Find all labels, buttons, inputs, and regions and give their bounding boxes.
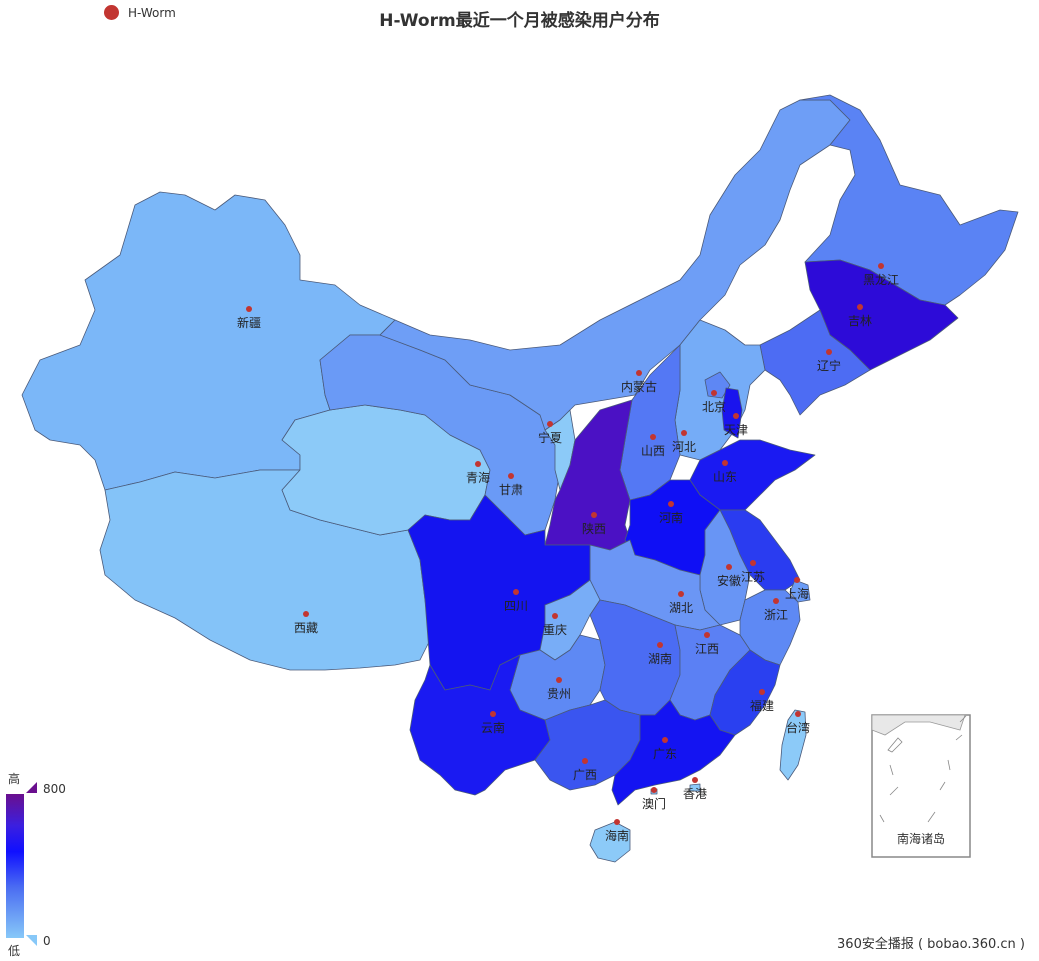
marker-福建[interactable] [759,689,765,695]
province-label-重庆: 重庆 [543,623,567,637]
province-label-四川: 四川 [504,599,528,613]
province-label-新疆: 新疆 [237,315,261,330]
province-label-澳门: 澳门 [642,796,666,811]
province-label-内蒙古: 内蒙古 [621,379,657,394]
marker-四川[interactable] [513,589,519,595]
province-label-广东: 广东 [653,747,677,761]
province-label-天津: 天津 [724,423,748,437]
marker-西藏[interactable] [303,611,309,617]
province-label-甘肃: 甘肃 [499,483,523,497]
province-label-台湾: 台湾 [786,720,810,735]
source-credit: 360安全播报 ( bobao.360.cn ) [837,937,1025,952]
province-label-西藏: 西藏 [294,621,318,635]
region-fujian[interactable] [709,649,781,736]
marker-江苏[interactable] [750,560,756,566]
visual-map: 高 800 0 低 [0,770,90,960]
marker-广西[interactable] [582,758,588,764]
marker-青海[interactable] [475,461,481,467]
province-label-北京: 北京 [702,400,726,414]
province-label-云南: 云南 [481,720,505,735]
province-label-广西: 广西 [573,768,597,782]
province-label-青海: 青海 [466,470,490,485]
region-hongkong[interactable] [689,783,701,792]
map-title: H-Worm最近一个月被感染用户分布 [379,11,660,31]
marker-吉林[interactable] [857,304,863,310]
marker-香港[interactable] [692,777,698,783]
region-zhejiang[interactable] [739,589,801,666]
province-label-吉林: 吉林 [848,314,872,328]
legend-label: H-Worm [128,5,176,20]
south-sea-inset: 南海诸岛 [871,714,971,858]
province-label-安徽: 安徽 [717,573,741,588]
marker-重庆[interactable] [552,613,558,619]
province-label-贵州: 贵州 [547,687,571,701]
region-taiwan[interactable] [779,709,807,781]
marker-河北[interactable] [681,430,687,436]
province-label-浙江: 浙江 [764,608,788,622]
province-label-海南: 海南 [605,828,629,843]
province-label-江苏: 江苏 [741,570,765,584]
marker-贵州[interactable] [556,677,562,683]
marker-辽宁[interactable] [826,349,832,355]
province-label-陕西: 陕西 [582,521,606,536]
marker-天津[interactable] [733,413,739,419]
marker-湖北[interactable] [678,591,684,597]
province-label-黑龙江: 黑龙江 [863,273,899,287]
legend-marker-icon [104,5,119,20]
province-label-福建: 福建 [750,698,774,713]
visual-map-high-label: 高 [8,772,21,786]
marker-浙江[interactable] [773,598,779,604]
region-tianjin[interactable] [721,387,743,439]
marker-河南[interactable] [668,501,674,507]
marker-新疆[interactable] [246,306,252,312]
marker-澳门[interactable] [651,787,657,793]
marker-湖南[interactable] [657,642,663,648]
province-label-辽宁: 辽宁 [817,358,841,373]
marker-甘肃[interactable] [508,473,514,479]
marker-江西[interactable] [704,632,710,638]
region-shanghai[interactable] [789,579,811,603]
marker-安徽[interactable] [726,564,732,570]
province-label-河南: 河南 [659,510,683,525]
province-label-山西: 山西 [641,444,665,458]
legend-item-h-worm[interactable]: H-Worm [104,5,176,20]
marker-北京[interactable] [711,390,717,396]
marker-广东[interactable] [662,737,668,743]
marker-黑龙江[interactable] [878,263,884,269]
visual-map-top-handle[interactable] [26,782,37,793]
province-label-河北: 河北 [672,440,696,454]
province-label-江西: 江西 [695,642,719,656]
marker-上海[interactable] [794,577,800,583]
marker-台湾[interactable] [795,711,801,717]
visual-map-low-label: 低 [8,944,21,958]
marker-山西[interactable] [650,434,656,440]
visual-map-min-value: 0 [43,934,51,948]
marker-宁夏[interactable] [547,421,553,427]
marker-云南[interactable] [490,711,496,717]
province-label-香港: 香港 [683,787,707,801]
marker-内蒙古[interactable] [636,370,642,376]
region-liaoning[interactable] [759,309,871,416]
marker-陕西[interactable] [591,512,597,518]
province-label-湖北: 湖北 [669,600,693,615]
province-label-宁夏: 宁夏 [538,430,562,445]
region-guangdong[interactable] [611,699,736,806]
visual-map-bottom-handle[interactable] [26,935,37,946]
province-label-上海: 上海 [785,586,809,601]
marker-山东[interactable] [722,460,728,466]
visual-map-max-value: 800 [43,782,66,796]
south-sea-label: 南海诸岛 [897,831,945,846]
visual-map-gradient-bar[interactable] [6,794,24,938]
province-label-湖南: 湖南 [648,651,672,666]
province-label-山东: 山东 [713,470,737,484]
marker-海南[interactable] [614,819,620,825]
